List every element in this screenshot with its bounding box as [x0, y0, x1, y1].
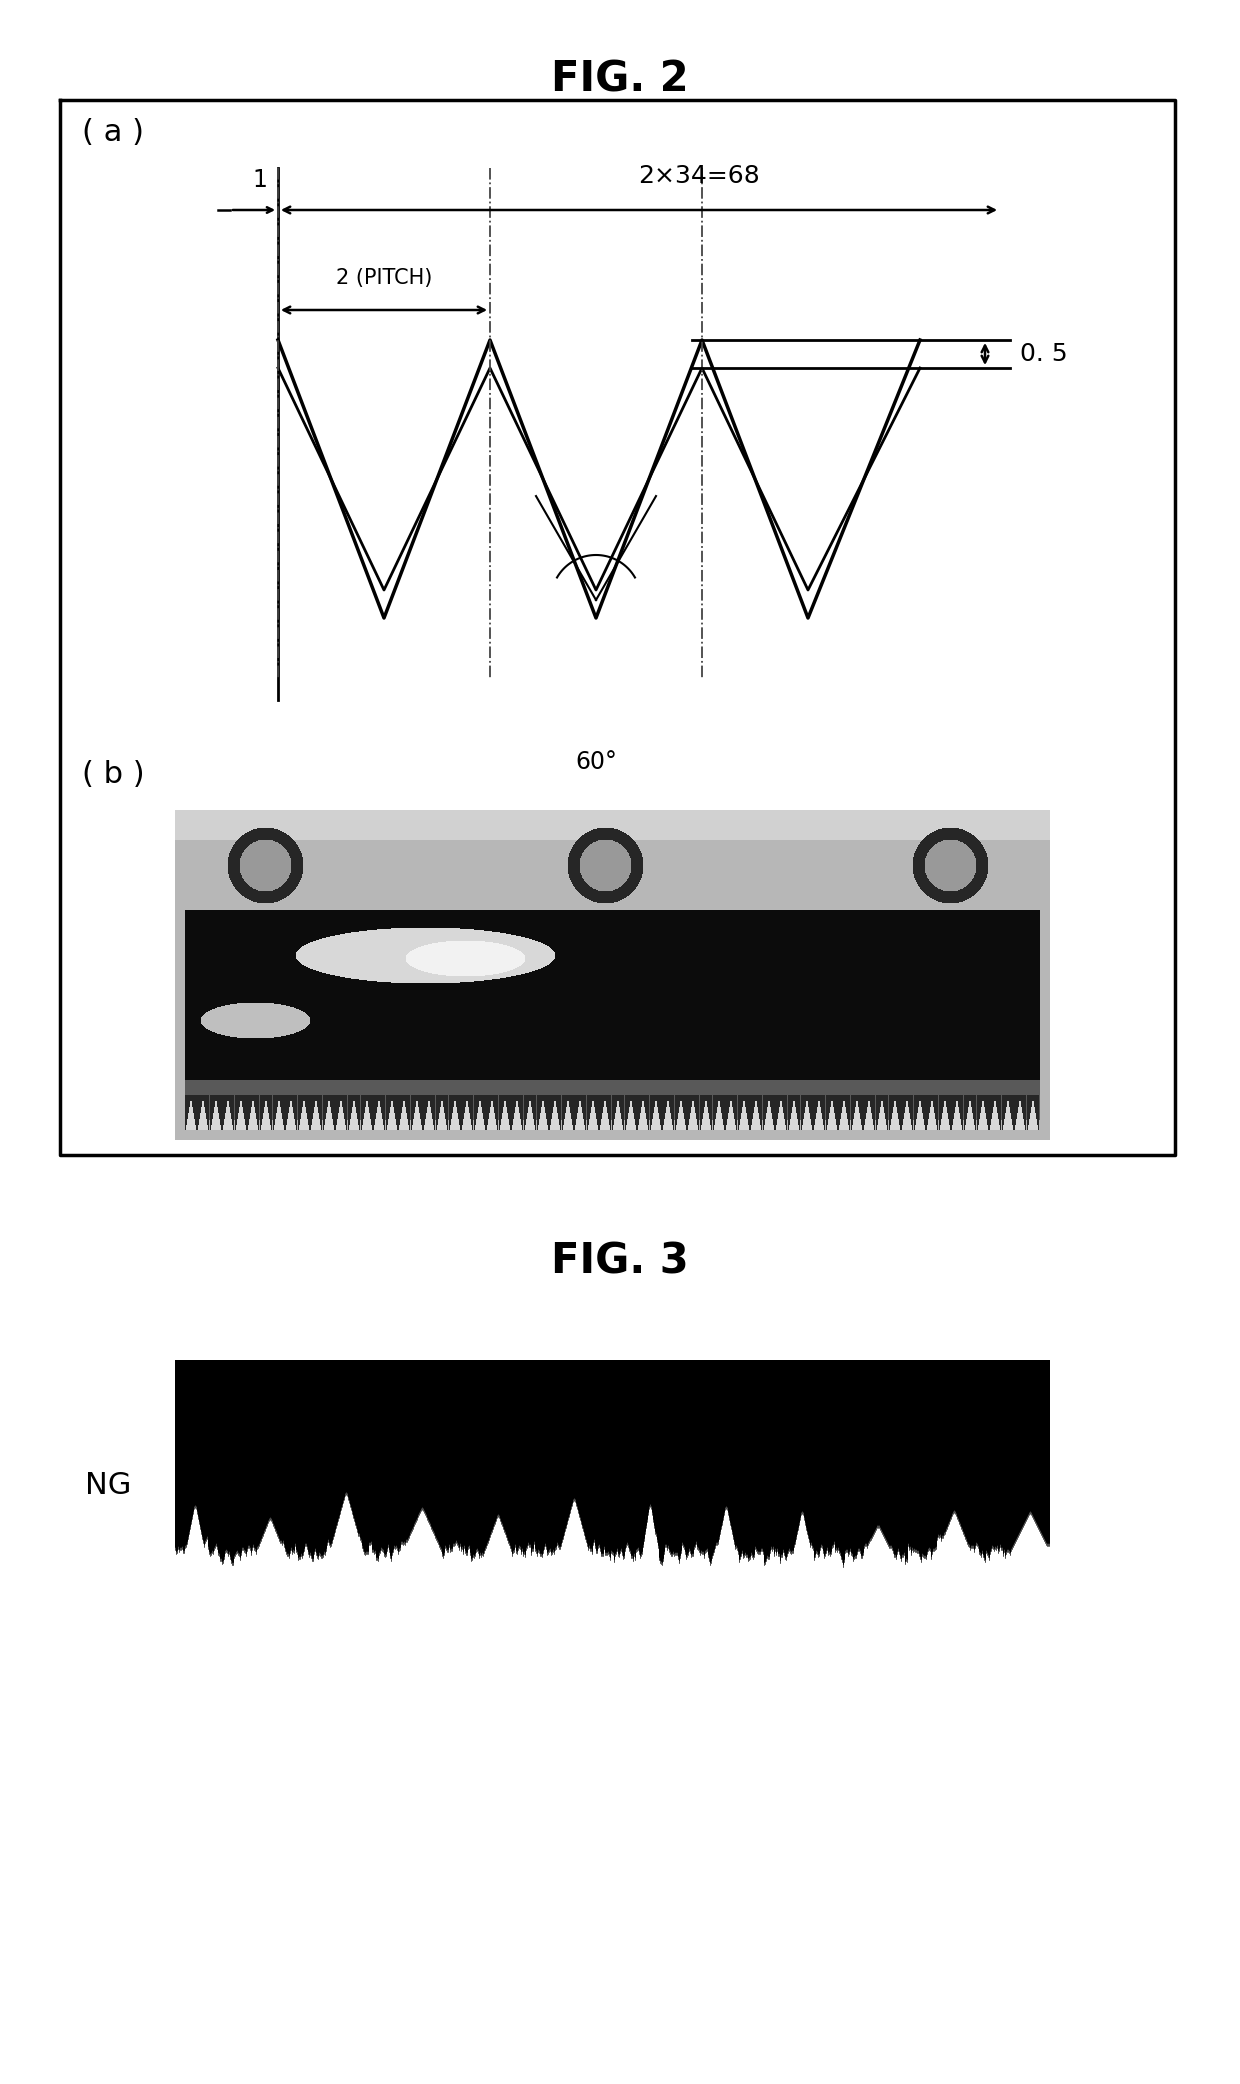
Text: ( a ): ( a ) [82, 119, 144, 148]
Text: 0. 5: 0. 5 [1021, 342, 1068, 367]
Text: 2×34=68: 2×34=68 [639, 165, 760, 188]
Text: 2 (PITCH): 2 (PITCH) [336, 269, 433, 288]
Text: NG: NG [86, 1471, 131, 1500]
Text: 1: 1 [253, 169, 268, 192]
Text: FIG. 2: FIG. 2 [552, 58, 688, 100]
Text: FIG. 3: FIG. 3 [551, 1240, 689, 1282]
Text: ( b ): ( b ) [82, 761, 145, 790]
Text: 60°: 60° [575, 750, 618, 773]
